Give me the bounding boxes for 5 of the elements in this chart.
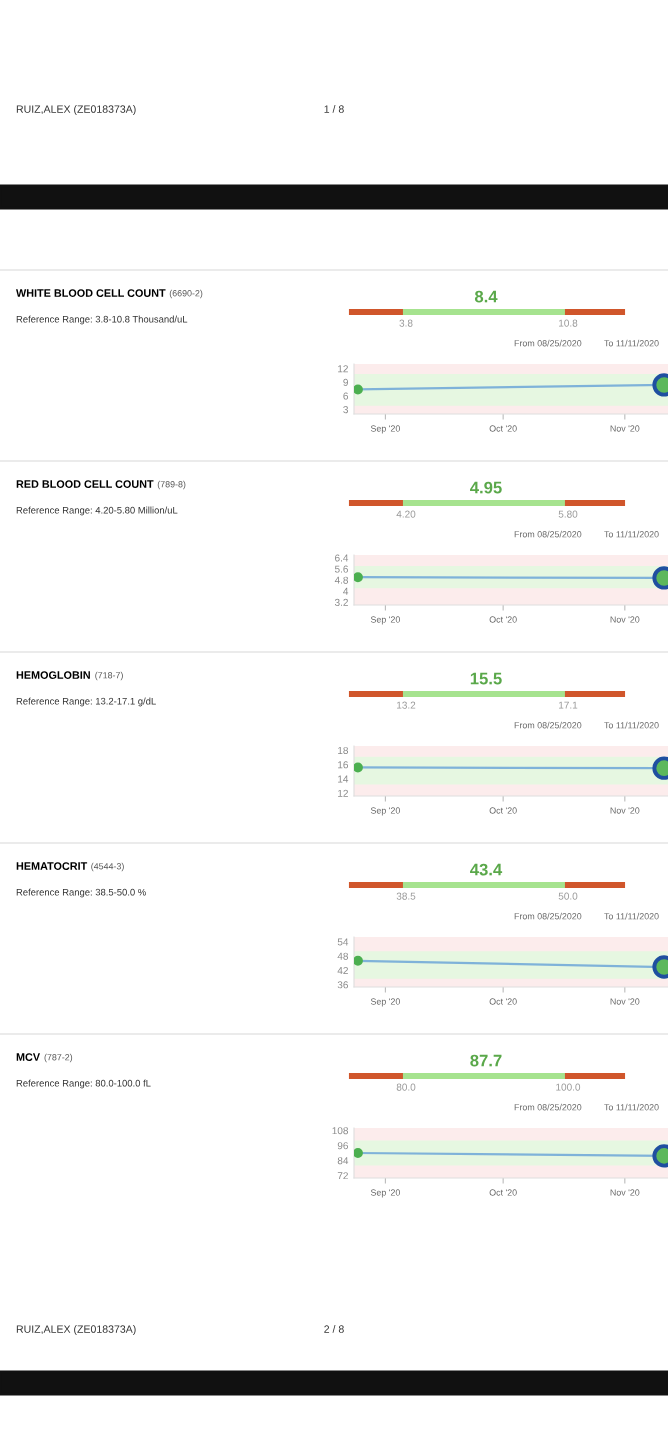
text: 43.4: [470, 863, 503, 876]
text: 8.4: [474, 290, 498, 303]
text: 15.5: [470, 672, 502, 685]
text: 4.95: [470, 481, 502, 494]
text: 87.7: [470, 1054, 502, 1067]
